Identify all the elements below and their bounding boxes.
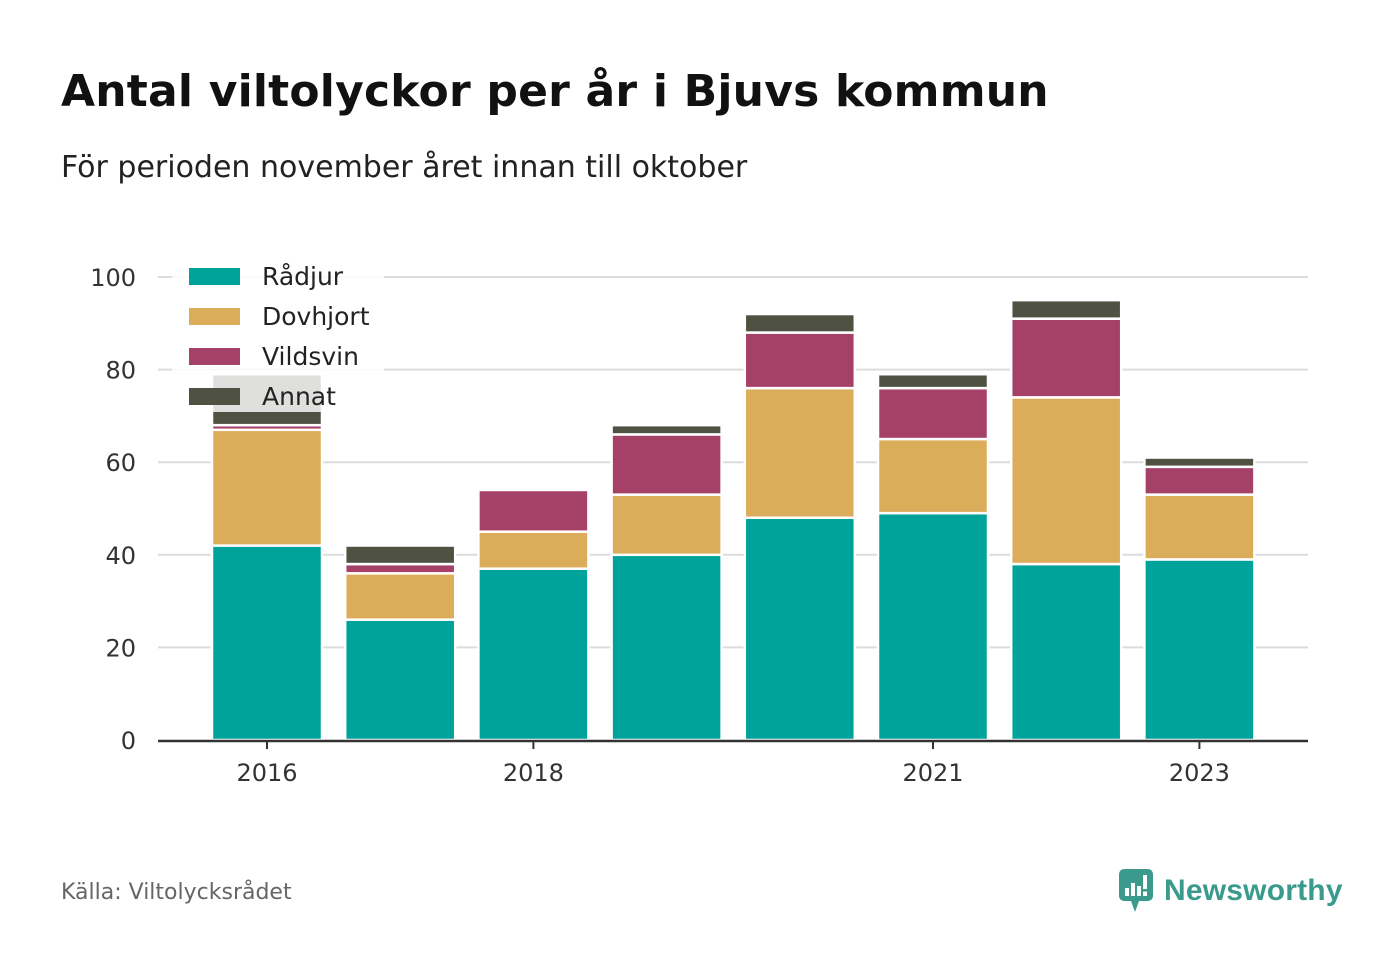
bar-segment-dovhjort-2020	[743, 386, 857, 520]
y-tick-label: 100	[90, 264, 136, 292]
legend-swatch-vildsvin	[189, 348, 240, 365]
bar-segment-dovhjort-2022	[1009, 396, 1123, 566]
bar-segment-dovhjort-2016	[210, 428, 324, 547]
newsworthy-logo-icon	[1119, 869, 1153, 912]
legend-label-dovhjort: Dovhjort	[262, 302, 370, 331]
x-tick-label: 2023	[1169, 759, 1230, 787]
legend-swatch-rådjur	[189, 268, 240, 285]
brand-logo: Newsworthy	[1118, 868, 1343, 914]
bar-segment-annat-2020	[743, 312, 857, 334]
bar-segment-annat-2022	[1009, 298, 1123, 320]
bar-segment-rådjur-2017	[343, 618, 457, 742]
bar-segment-vildsvin-2018	[477, 488, 590, 533]
y-tick-label: 60	[105, 449, 136, 477]
bar-segment-dovhjort-2023	[1143, 493, 1256, 561]
legend: Rådjur Dovhjort Vildsvin Annat	[172, 258, 384, 412]
chart-title: Antal viltolyckor per år i Bjuvs kommun	[61, 66, 1049, 117]
y-tick-label: 80	[105, 357, 136, 385]
bar-segment-vildsvin-2020	[743, 331, 857, 390]
bar-segment-rådjur-2019	[610, 553, 723, 742]
y-tick-label: 0	[121, 727, 136, 755]
chart-subtitle: För perioden november året innan till ok…	[61, 150, 748, 185]
bar-segment-rådjur-2016	[210, 544, 324, 742]
bar-segment-dovhjort-2019	[610, 493, 723, 557]
bar-segment-vildsvin-2021	[876, 386, 990, 441]
bar-segment-rådjur-2023	[1143, 558, 1256, 742]
bar-segment-vildsvin-2019	[610, 433, 723, 496]
x-tick-label: 2016	[236, 759, 297, 787]
bar-segment-rådjur-2022	[1009, 562, 1123, 742]
source-note: Källa: Viltolycksrådet	[61, 880, 292, 905]
axes: 0 20 40 60 80 100 2016 2018 2021 2023	[90, 264, 1308, 787]
legend-label-rådjur: Rådjur	[262, 262, 344, 291]
legend-swatch-dovhjort	[189, 308, 240, 325]
bar-segment-annat-2017	[343, 544, 457, 566]
bar-segment-dovhjort-2017	[343, 572, 457, 621]
y-tick-label: 40	[105, 542, 136, 570]
y-tick-label: 20	[105, 634, 136, 662]
x-tick-label: 2021	[902, 759, 963, 787]
bar-segment-vildsvin-2023	[1143, 465, 1256, 496]
bar-segment-annat-2019	[610, 423, 723, 436]
bar-segment-rådjur-2018	[477, 567, 590, 742]
legend-label-vildsvin: Vildsvin	[262, 342, 359, 371]
bar-segment-vildsvin-2022	[1009, 317, 1123, 399]
bar-segment-vildsvin-2017	[343, 562, 457, 575]
bar-segment-dovhjort-2021	[876, 437, 990, 515]
legend-swatch-annat	[189, 388, 240, 405]
bar-segment-annat-2021	[876, 372, 990, 390]
bar-segment-dovhjort-2018	[477, 530, 590, 570]
bar-segment-annat-2023	[1143, 456, 1256, 469]
x-tick-label: 2018	[503, 759, 564, 787]
bar-segment-rådjur-2020	[743, 516, 857, 742]
bar-segment-rådjur-2021	[876, 511, 990, 742]
brand-name: Newsworthy	[1164, 874, 1343, 907]
legend-label-annat: Annat	[262, 382, 336, 411]
